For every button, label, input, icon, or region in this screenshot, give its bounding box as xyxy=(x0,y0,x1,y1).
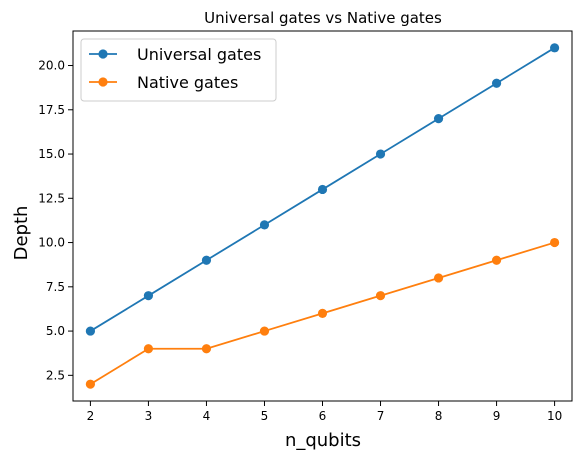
legend-entry: Native gates xyxy=(89,73,238,92)
x-tick-label: 2 xyxy=(87,409,95,423)
data-point xyxy=(85,379,96,389)
x-tick-label: 9 xyxy=(493,409,501,423)
y-axis-label: Depth xyxy=(11,206,32,261)
legend-box xyxy=(80,38,277,102)
data-point xyxy=(259,220,270,230)
x-tick-label: 6 xyxy=(319,409,327,423)
data-point xyxy=(317,184,328,195)
y-tick-label: 20.0 xyxy=(38,59,65,73)
y-tick-label: 15.0 xyxy=(38,147,65,161)
chart-title: Universal gates vs Native gates xyxy=(204,9,442,27)
series-1 xyxy=(85,43,560,336)
data-point xyxy=(85,326,96,336)
data-point xyxy=(259,326,270,336)
plot-area xyxy=(85,43,560,389)
data-point xyxy=(201,344,212,354)
series-2 xyxy=(85,237,560,389)
y-tick-label: 7.5 xyxy=(46,280,65,294)
legend: Universal gates Native gates xyxy=(80,38,277,102)
x-tick-label: 8 xyxy=(435,409,443,423)
legend-label: Universal gates xyxy=(137,45,261,64)
axes: 2 3 4 5 6 7 8 9 10 2.5 5.0 7.5 10.0 12.5 15.0 17.5 20.0 xyxy=(38,30,573,423)
data-point xyxy=(491,255,502,265)
x-tick-label: 10 xyxy=(547,409,562,423)
legend-label: Native gates xyxy=(137,73,238,92)
x-tick-label: 5 xyxy=(261,409,269,423)
data-point xyxy=(549,237,560,248)
y-tick-label: 12.5 xyxy=(38,191,65,205)
data-point xyxy=(143,291,154,301)
y-tick-label: 2.5 xyxy=(46,368,65,382)
data-point xyxy=(433,114,444,124)
data-point xyxy=(143,344,154,354)
data-point xyxy=(317,308,328,318)
data-point xyxy=(375,149,386,159)
x-tick-label: 3 xyxy=(145,409,153,423)
data-point xyxy=(491,78,502,88)
y-tick-label: 10.0 xyxy=(38,236,65,250)
y-tick-label: 5.0 xyxy=(46,324,65,338)
legend-entry: Universal gates xyxy=(89,45,261,64)
legend-marker xyxy=(98,77,108,87)
x-axis-label: n_qubits xyxy=(285,430,361,451)
data-point xyxy=(201,255,212,265)
data-point xyxy=(549,43,560,53)
x-tick-label: 4 xyxy=(203,409,211,423)
data-point xyxy=(433,273,444,283)
y-tick-label: 17.5 xyxy=(38,103,65,117)
data-point xyxy=(375,291,386,301)
x-tick-label: 7 xyxy=(377,409,385,423)
legend-marker xyxy=(98,49,108,59)
